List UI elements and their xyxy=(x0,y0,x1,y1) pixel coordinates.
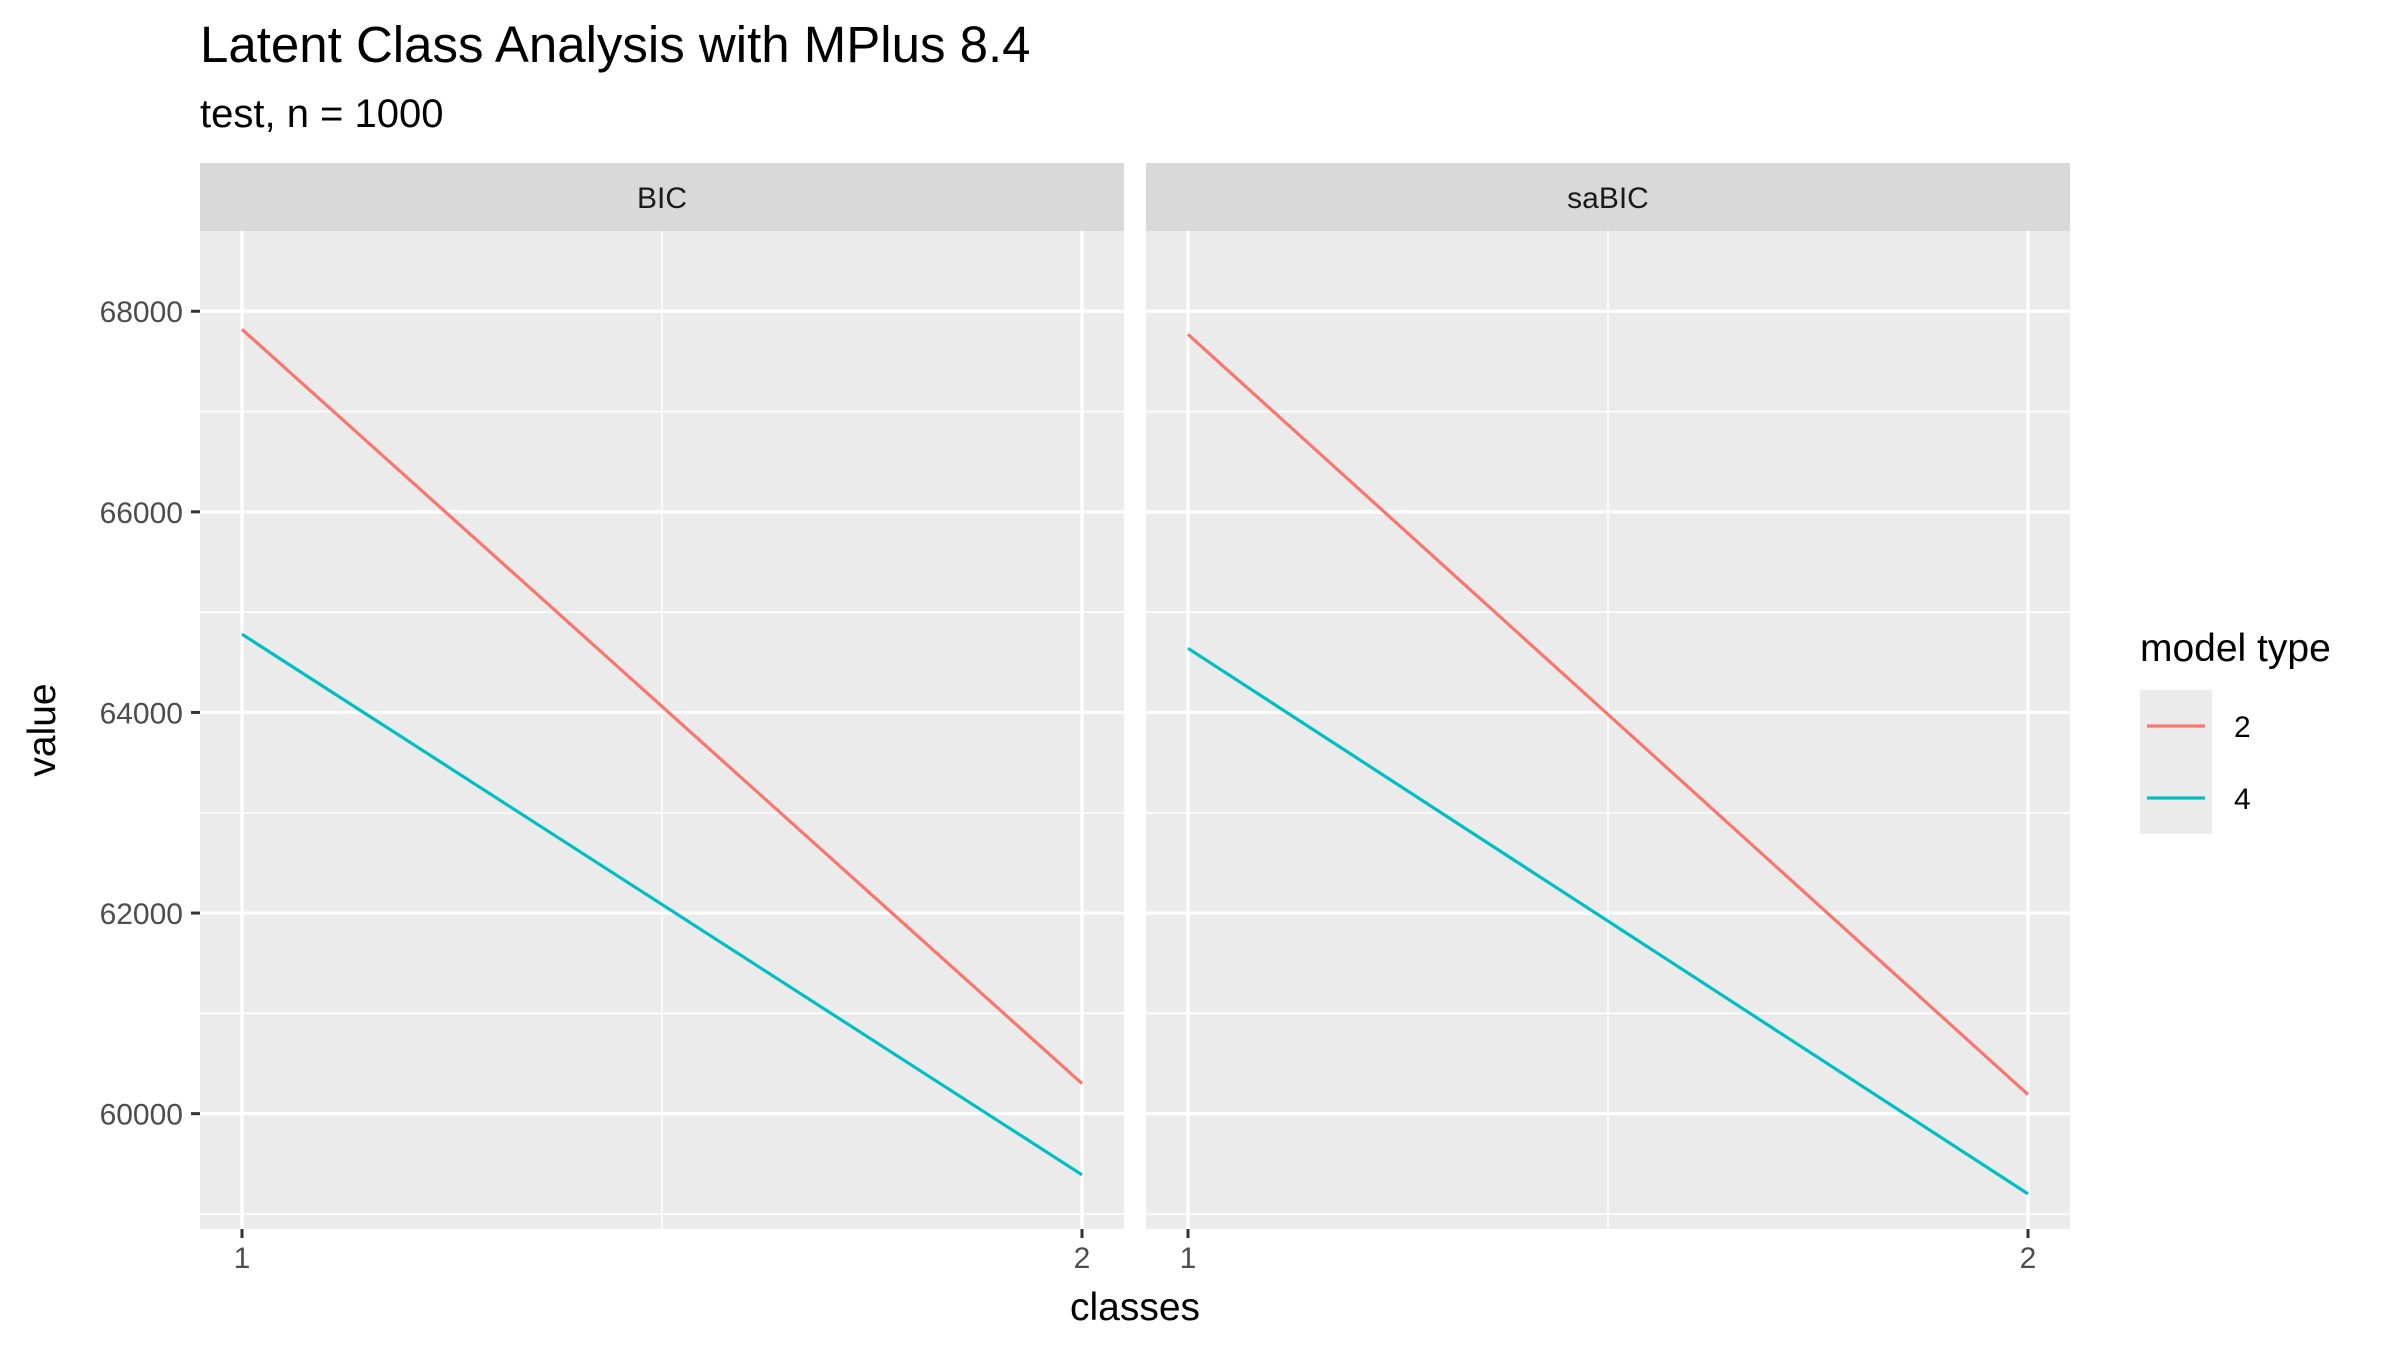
strip-label-bic: BIC xyxy=(637,182,687,215)
legend-item-2: 2 xyxy=(2140,690,2251,762)
x-tick-label: 1 xyxy=(1180,1242,1197,1275)
strip-label-sabic: saBIC xyxy=(1567,182,1649,215)
y-tick-label: 64000 xyxy=(100,697,183,730)
y-axis-title: value xyxy=(21,683,64,776)
x-tick-label: 1 xyxy=(234,1242,251,1275)
y-tick-label: 68000 xyxy=(100,296,183,329)
series-lines-bic xyxy=(240,328,1084,1177)
series-line-4 xyxy=(241,632,1083,1177)
strip-bic xyxy=(200,163,1124,231)
legend-title: model type xyxy=(2140,627,2331,670)
legend-label-4: 4 xyxy=(2234,783,2251,816)
series-line-2 xyxy=(240,328,1084,1085)
series-lines-sabic xyxy=(1186,333,2030,1196)
x-axis-title: classes xyxy=(1070,1286,1200,1329)
x-tick-label: 2 xyxy=(2020,1242,2037,1275)
y-tick-label: 66000 xyxy=(100,497,183,530)
legend-item-4: 4 xyxy=(2140,762,2251,834)
chart-subtitle: test, n = 1000 xyxy=(200,92,444,136)
strip-sabic xyxy=(1146,163,2070,231)
x-tick-label: 2 xyxy=(1074,1242,1091,1275)
chart-title: Latent Class Analysis with MPlus 8.4 xyxy=(200,16,1031,73)
series-line-4 xyxy=(1187,646,2029,1196)
legend-label-2: 2 xyxy=(2234,711,2251,744)
series-line-2 xyxy=(1186,333,2030,1096)
grid-bic xyxy=(200,231,1124,1229)
y-tick-label: 60000 xyxy=(100,1099,183,1132)
legend: model type 2 4 xyxy=(2140,627,2331,834)
y-axis: 60000 62000 64000 66000 68000 xyxy=(100,296,200,1132)
grid-sabic xyxy=(1146,231,2070,1229)
y-tick-label: 62000 xyxy=(100,898,183,931)
